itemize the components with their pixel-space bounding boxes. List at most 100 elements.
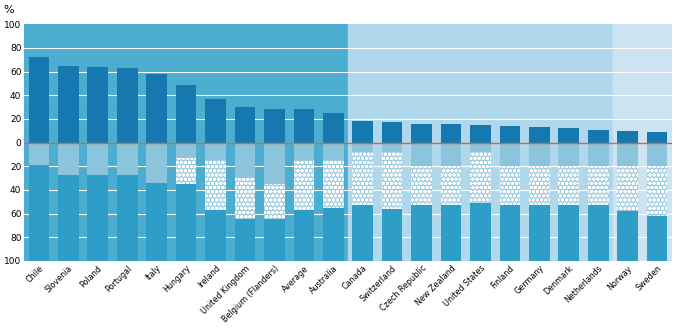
- Bar: [293, 143, 314, 261]
- Bar: [588, 166, 608, 205]
- Bar: [176, 85, 197, 143]
- Bar: [500, 166, 521, 205]
- Bar: [293, 110, 314, 143]
- Bar: [352, 143, 373, 261]
- Bar: [411, 124, 432, 143]
- Bar: [617, 166, 638, 211]
- Bar: [348, 24, 613, 261]
- Bar: [411, 143, 432, 166]
- Bar: [176, 143, 197, 158]
- Bar: [323, 160, 343, 208]
- Bar: [352, 121, 373, 143]
- Bar: [441, 143, 461, 261]
- Bar: [264, 184, 285, 219]
- Bar: [470, 143, 491, 261]
- Bar: [647, 166, 667, 216]
- Bar: [647, 143, 667, 261]
- Bar: [613, 24, 672, 261]
- Bar: [117, 143, 137, 174]
- Bar: [28, 57, 49, 143]
- Bar: [323, 113, 343, 143]
- Bar: [441, 166, 461, 205]
- Bar: [24, 24, 348, 261]
- Bar: [470, 125, 491, 143]
- Bar: [206, 160, 226, 210]
- Bar: [352, 143, 373, 152]
- Bar: [293, 143, 314, 160]
- Bar: [235, 143, 256, 178]
- Bar: [235, 107, 256, 143]
- Bar: [323, 160, 343, 208]
- Bar: [264, 143, 285, 261]
- Bar: [382, 152, 402, 209]
- Bar: [235, 178, 256, 219]
- Bar: [617, 143, 638, 261]
- Bar: [352, 152, 373, 205]
- Bar: [176, 143, 197, 261]
- Bar: [441, 124, 461, 143]
- Bar: [529, 143, 550, 261]
- Bar: [617, 131, 638, 143]
- Bar: [558, 143, 579, 166]
- Bar: [382, 143, 402, 261]
- Bar: [28, 143, 49, 165]
- Bar: [87, 143, 108, 174]
- Bar: [500, 143, 521, 166]
- Bar: [323, 143, 343, 160]
- Bar: [176, 158, 197, 184]
- Bar: [147, 74, 167, 143]
- Bar: [529, 166, 550, 205]
- Bar: [28, 143, 49, 261]
- Bar: [411, 166, 432, 205]
- Bar: [470, 152, 491, 203]
- Bar: [293, 160, 314, 210]
- Bar: [206, 143, 226, 261]
- Bar: [147, 143, 167, 183]
- Bar: [529, 127, 550, 143]
- Bar: [235, 143, 256, 261]
- Bar: [264, 184, 285, 219]
- Bar: [235, 178, 256, 219]
- Bar: [117, 143, 137, 261]
- Bar: [411, 143, 432, 261]
- Bar: [500, 143, 521, 261]
- Bar: [647, 166, 667, 216]
- Bar: [58, 143, 78, 174]
- Bar: [588, 130, 608, 143]
- Bar: [206, 143, 226, 160]
- Bar: [176, 158, 197, 184]
- Bar: [558, 166, 579, 205]
- Bar: [647, 132, 667, 143]
- Bar: [382, 143, 402, 152]
- Bar: [588, 143, 608, 261]
- Bar: [441, 143, 461, 166]
- Bar: [470, 143, 491, 152]
- Bar: [470, 152, 491, 203]
- Bar: [293, 160, 314, 210]
- Bar: [382, 122, 402, 143]
- Bar: [382, 152, 402, 209]
- Bar: [117, 68, 137, 143]
- Bar: [647, 143, 667, 166]
- Bar: [411, 166, 432, 205]
- Bar: [58, 143, 78, 261]
- Bar: [588, 143, 608, 166]
- Bar: [264, 110, 285, 143]
- Bar: [206, 160, 226, 210]
- Bar: [87, 143, 108, 261]
- Bar: [588, 166, 608, 205]
- Bar: [323, 143, 343, 261]
- Bar: [558, 128, 579, 143]
- Bar: [529, 166, 550, 205]
- Bar: [500, 126, 521, 143]
- Bar: [58, 66, 78, 143]
- Bar: [500, 166, 521, 205]
- Bar: [147, 143, 167, 261]
- Bar: [352, 152, 373, 205]
- Bar: [206, 99, 226, 143]
- Bar: [441, 166, 461, 205]
- Bar: [264, 143, 285, 184]
- Text: %: %: [3, 5, 14, 15]
- Bar: [617, 143, 638, 166]
- Bar: [617, 166, 638, 211]
